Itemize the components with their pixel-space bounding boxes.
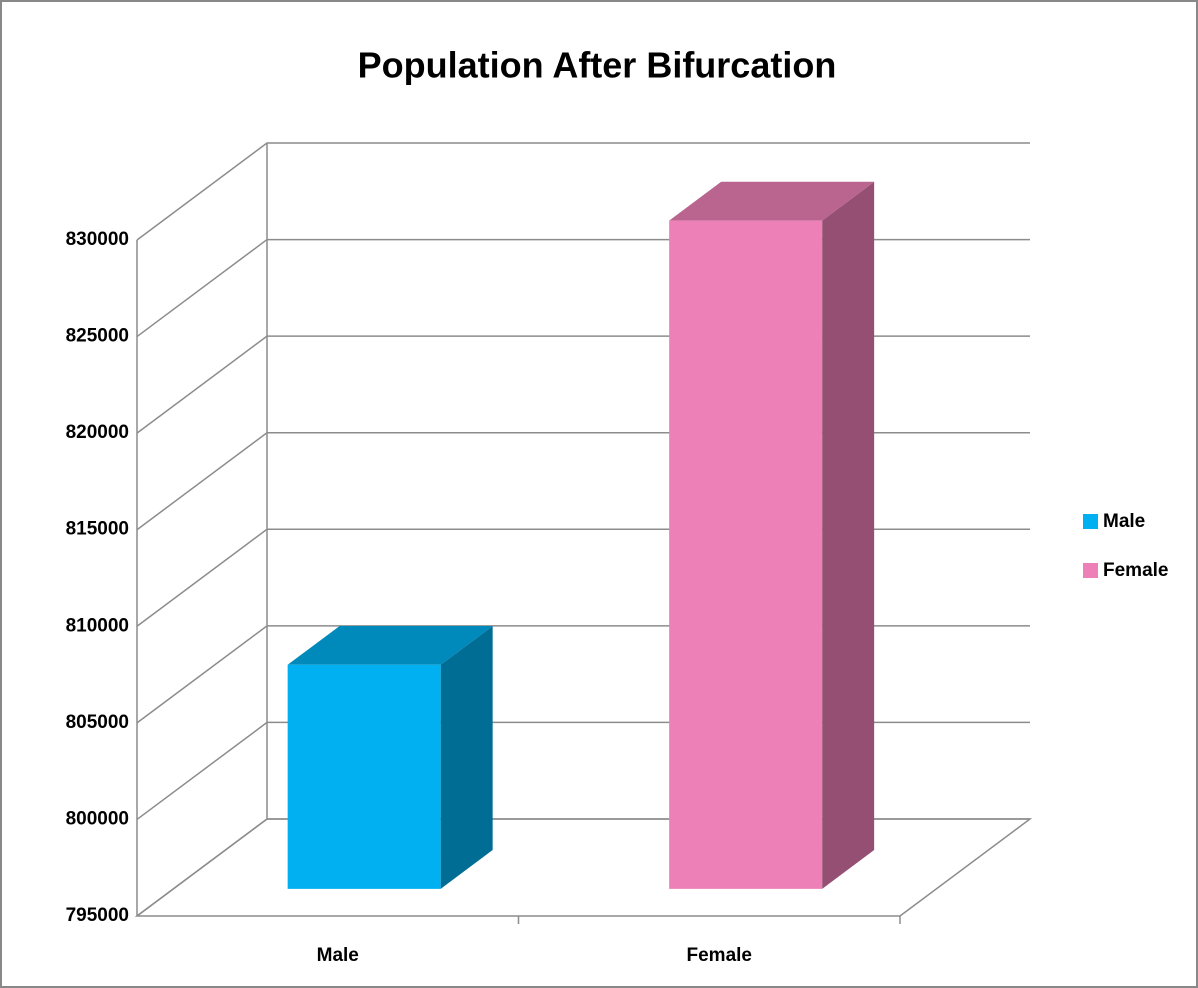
bar-front	[287, 664, 441, 889]
y-tick-label: 820000	[66, 422, 129, 443]
legend-swatch	[1083, 563, 1098, 578]
bar-top	[669, 181, 875, 221]
y-tick-label: 800000	[66, 808, 129, 829]
bar	[669, 181, 875, 889]
chart-title: Population After Bifurcation	[358, 45, 837, 86]
x-tick-label: Female	[687, 945, 752, 966]
legend-label: Female	[1103, 560, 1168, 581]
y-tick-label: 805000	[66, 712, 129, 733]
y-tick-label: 815000	[66, 519, 129, 540]
grid-line	[136, 142, 1030, 241]
legend-swatch	[1083, 514, 1098, 529]
y-tick-label: 830000	[66, 229, 129, 250]
bar-top	[287, 625, 493, 665]
bar	[287, 625, 493, 889]
y-tick-label: 810000	[66, 615, 129, 636]
y-tick-label: 825000	[66, 326, 129, 347]
bar-side	[440, 625, 493, 889]
x-tick-label: Male	[317, 945, 359, 966]
legend-label: Male	[1103, 511, 1145, 532]
y-tick-label: 795000	[66, 905, 129, 926]
bar-side	[822, 181, 875, 889]
bar-front	[669, 220, 823, 889]
